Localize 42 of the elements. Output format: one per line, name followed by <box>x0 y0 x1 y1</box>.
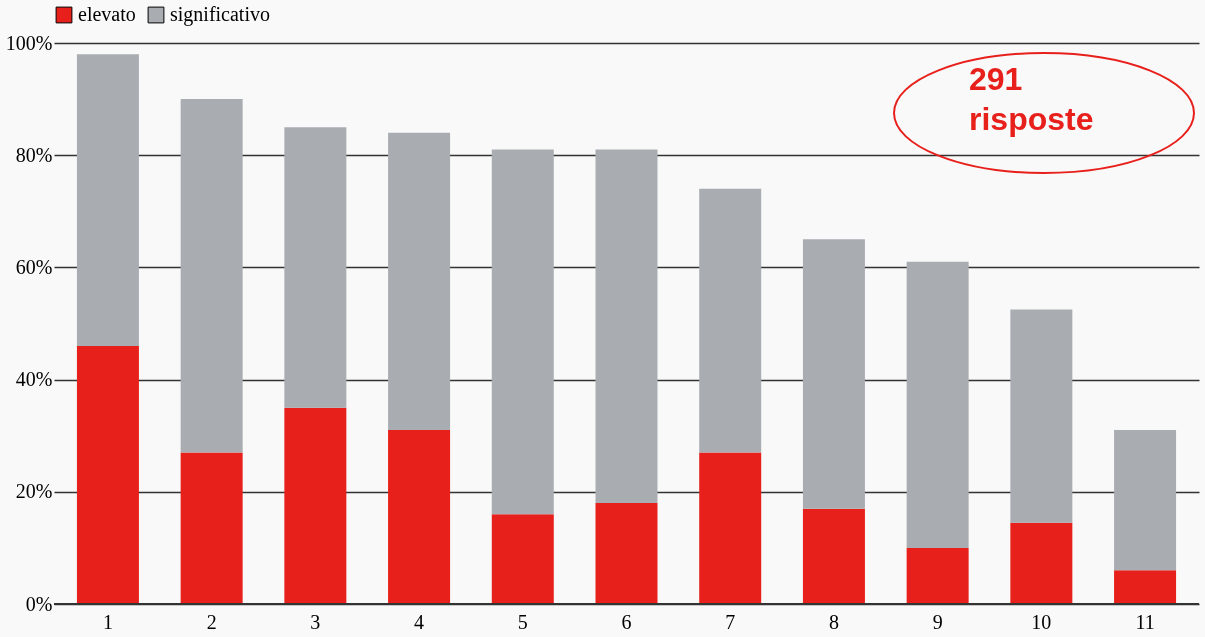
bar <box>699 188 762 453</box>
bar <box>906 547 969 604</box>
bar <box>595 503 658 604</box>
bar <box>180 452 243 604</box>
y-tick-label: 0% <box>25 592 53 615</box>
y-tick-label: 40% <box>15 368 53 391</box>
bar <box>802 239 865 509</box>
bar <box>595 149 658 504</box>
bar <box>284 127 347 408</box>
bar <box>1114 430 1177 571</box>
legend-label: elevato <box>78 3 136 25</box>
bar <box>284 407 347 604</box>
bar <box>1114 570 1177 604</box>
x-tick-label: 11 <box>1135 610 1155 633</box>
x-tick-label: 7 <box>725 610 736 633</box>
y-tick-label: 100% <box>5 31 53 54</box>
y-tick-label: 20% <box>15 480 53 503</box>
x-tick-label: 4 <box>414 610 425 633</box>
bar <box>388 430 451 604</box>
bar <box>1010 309 1073 523</box>
bar <box>699 452 762 604</box>
x-tick-label: 8 <box>828 610 839 633</box>
annotation: 291 risposte <box>969 61 1094 137</box>
x-tick-label: 6 <box>621 610 632 633</box>
y-tick-label: 80% <box>15 143 53 166</box>
bar <box>1010 522 1073 604</box>
x-tick-label: 3 <box>310 610 321 633</box>
y-tick-label: 60% <box>15 255 53 278</box>
bar <box>491 149 554 515</box>
x-tick-label: 10 <box>1031 610 1052 633</box>
bar <box>388 132 451 431</box>
bar <box>76 54 139 346</box>
x-tick-label: 2 <box>206 610 217 633</box>
bar <box>802 508 865 604</box>
bar <box>180 99 243 453</box>
bar <box>906 261 969 548</box>
bar <box>491 514 554 604</box>
legend-label: significativo <box>170 3 270 26</box>
x-tick-label: 9 <box>932 610 943 633</box>
x-tick-label: 1 <box>102 610 113 633</box>
bar <box>76 345 139 604</box>
x-tick-label: 5 <box>517 610 528 633</box>
